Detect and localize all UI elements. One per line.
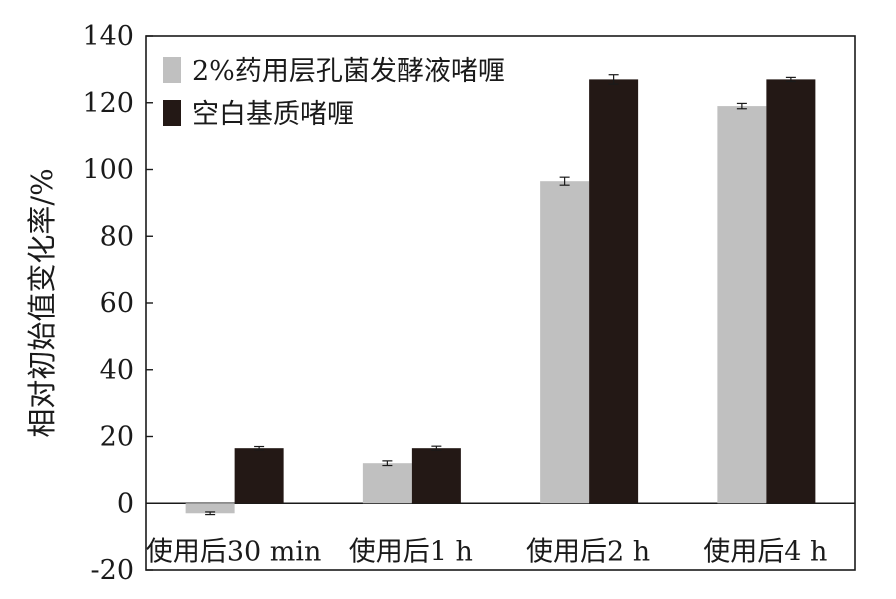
x-category-label: 使用后4 h bbox=[703, 536, 827, 567]
y-tick-label: 140 bbox=[82, 21, 134, 52]
y-tick-label: 100 bbox=[82, 155, 134, 186]
y-tick-label: -20 bbox=[91, 555, 134, 586]
x-category-label: 使用后30 min bbox=[146, 536, 322, 567]
bar-series-1-cat-1 bbox=[185, 503, 235, 514]
y-axis-title: 相对初始值变化率/% bbox=[25, 168, 59, 437]
y-tick-label: 40 bbox=[100, 355, 134, 386]
bar-series-1-cat-3 bbox=[540, 181, 590, 504]
bar-series-2-cat-1 bbox=[234, 448, 284, 504]
legend-swatch-series-2 bbox=[163, 100, 181, 126]
bar-series-2-cat-3 bbox=[589, 79, 639, 504]
bar-series-2-cat-4 bbox=[766, 79, 816, 504]
legend-label-series-2: 空白基质啫喱 bbox=[192, 99, 354, 130]
y-tick-label: 60 bbox=[100, 288, 134, 319]
y-tick-label: 20 bbox=[100, 422, 134, 453]
x-category-label: 使用后2 h bbox=[526, 536, 650, 567]
legend-label-series-1: 2%药用层孔菌发酵液啫喱 bbox=[192, 56, 505, 87]
legend-swatch-series-1 bbox=[163, 57, 181, 83]
bar-series-1-cat-2 bbox=[362, 463, 412, 504]
x-category-label: 使用后1 h bbox=[349, 536, 473, 567]
y-tick-label: 80 bbox=[100, 221, 134, 252]
bar-series-2-cat-2 bbox=[411, 448, 461, 504]
bar-series-1-cat-4 bbox=[717, 106, 767, 504]
y-tick-label: 120 bbox=[82, 88, 134, 119]
y-tick-label: 0 bbox=[117, 488, 134, 519]
